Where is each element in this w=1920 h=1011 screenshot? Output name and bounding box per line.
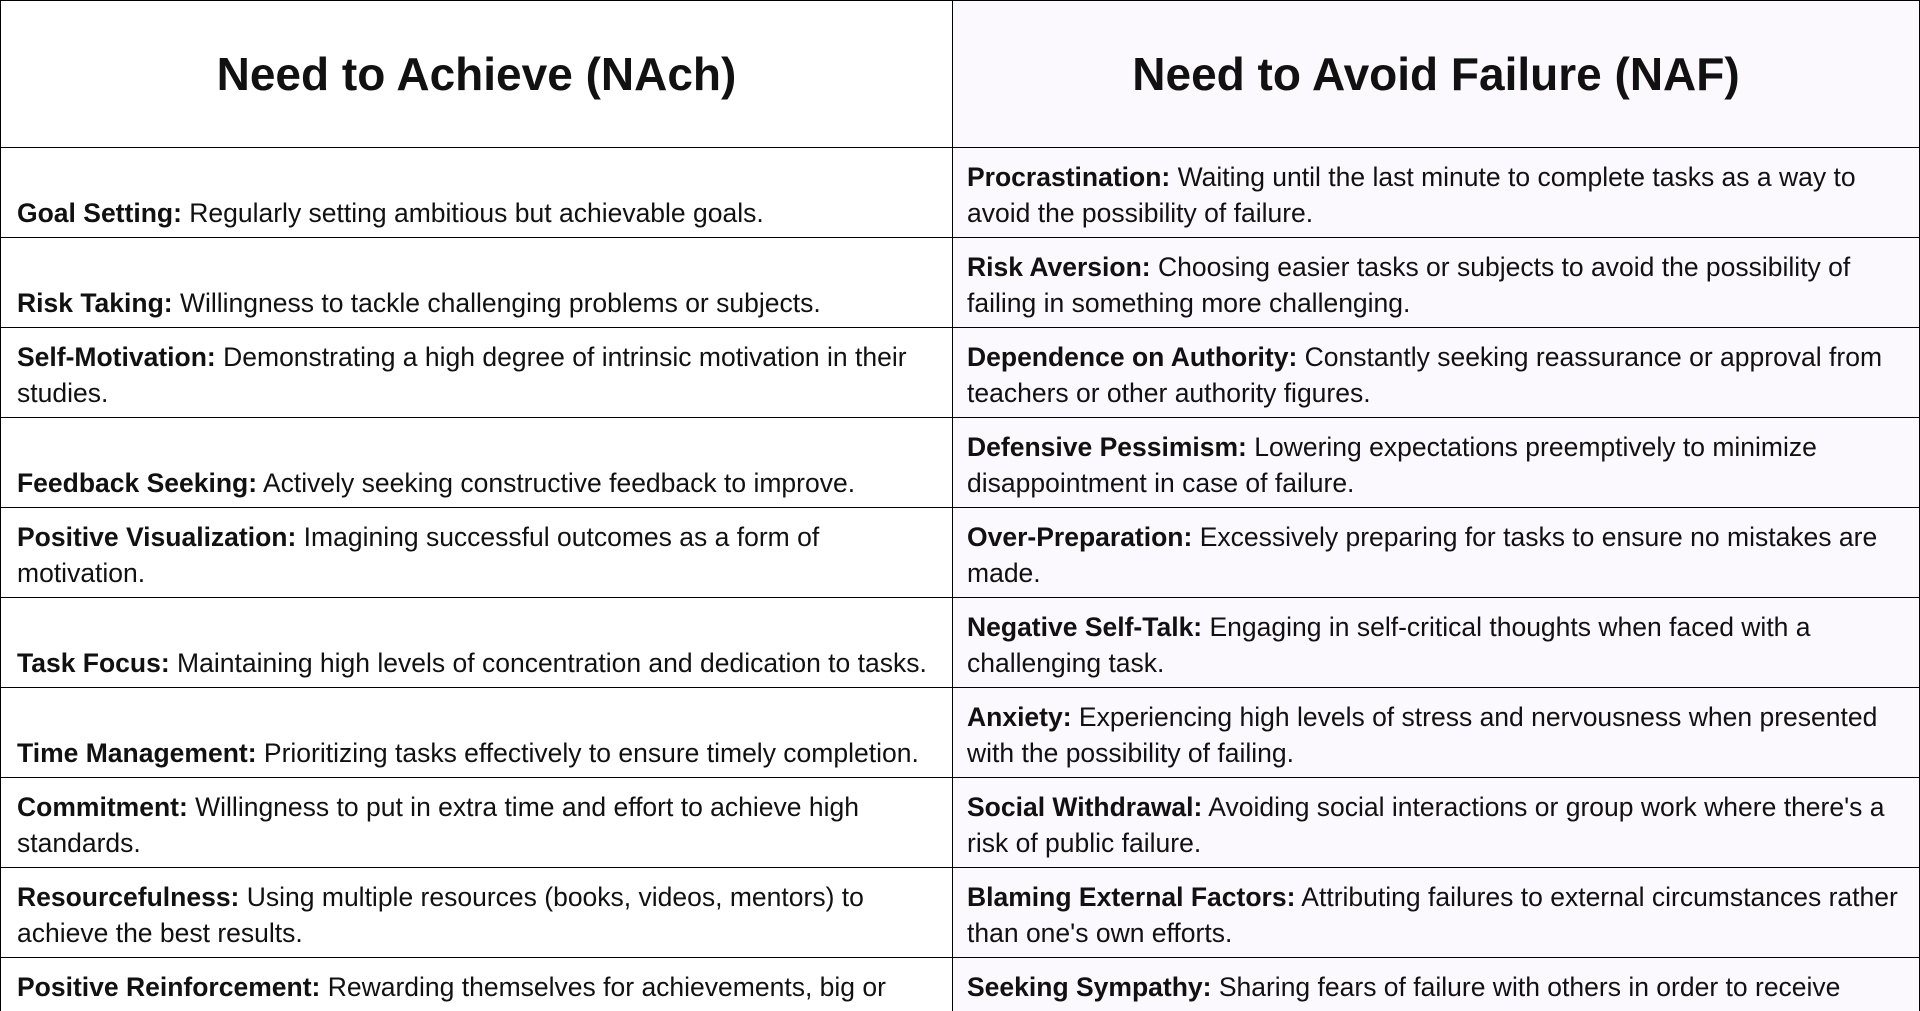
naf-cell: Social Withdrawal: Avoiding social inter… bbox=[952, 777, 1920, 868]
table-row: Positive Reinforcement: Rewarding themse… bbox=[0, 957, 1920, 1011]
trait-description: Attributing failures to external circums… bbox=[967, 882, 1898, 948]
trait-term: Commitment: bbox=[17, 792, 188, 822]
trait-description: Imagining successful outcomes as a form … bbox=[17, 522, 820, 588]
nach-cell: Positive Visualization: Imagining succes… bbox=[0, 507, 953, 598]
nach-cell: Risk Taking: Willingness to tackle chall… bbox=[0, 237, 953, 328]
nach-cell: Time Management: Prioritizing tasks effe… bbox=[0, 687, 953, 778]
table-row: Time Management: Prioritizing tasks effe… bbox=[0, 687, 1920, 778]
table-row: Resourcefulness: Using multiple resource… bbox=[0, 867, 1920, 958]
naf-cell: Defensive Pessimism: Lowering expectatio… bbox=[952, 417, 1920, 508]
naf-cell: Blaming External Factors: Attributing fa… bbox=[952, 867, 1920, 958]
trait-term: Task Focus: bbox=[17, 648, 170, 678]
table-row: Risk Taking: Willingness to tackle chall… bbox=[0, 237, 1920, 328]
table-row: Positive Visualization: Imagining succes… bbox=[0, 507, 1920, 598]
trait-description: Willingness to put in extra time and eff… bbox=[17, 792, 859, 858]
header-need-to-achieve: Need to Achieve (NAch) bbox=[0, 0, 953, 148]
naf-cell: Anxiety: Experiencing high levels of str… bbox=[952, 687, 1920, 778]
trait-term: Social Withdrawal: bbox=[967, 792, 1203, 822]
nach-cell: Feedback Seeking: Actively seeking const… bbox=[0, 417, 953, 508]
trait-description: Experiencing high levels of stress and n… bbox=[967, 702, 1878, 768]
trait-term: Resourcefulness: bbox=[17, 882, 240, 912]
trait-term: Goal Setting: bbox=[17, 198, 182, 228]
nach-cell: Commitment: Willingness to put in extra … bbox=[0, 777, 953, 868]
nach-cell: Goal Setting: Regularly setting ambitiou… bbox=[0, 147, 953, 238]
nach-cell: Self-Motivation: Demonstrating a high de… bbox=[0, 327, 953, 418]
trait-term: Negative Self-Talk: bbox=[967, 612, 1203, 642]
trait-description: Sharing fears of failure with others in … bbox=[967, 972, 1841, 1011]
table-row: Feedback Seeking: Actively seeking const… bbox=[0, 417, 1920, 508]
trait-description: Lowering expectations preemptively to mi… bbox=[967, 432, 1817, 498]
trait-description: Maintaining high levels of concentration… bbox=[169, 648, 927, 678]
trait-description: Willingness to tackle challenging proble… bbox=[172, 288, 821, 318]
trait-description: Demonstrating a high degree of intrinsic… bbox=[17, 342, 907, 408]
trait-description: Using multiple resources (books, videos,… bbox=[17, 882, 864, 948]
trait-term: Feedback Seeking: bbox=[17, 468, 258, 498]
table-row: Self-Motivation: Demonstrating a high de… bbox=[0, 327, 1920, 418]
trait-term: Dependence on Authority: bbox=[967, 342, 1298, 372]
trait-term: Positive Reinforcement: bbox=[17, 972, 321, 1002]
nach-cell: Positive Reinforcement: Rewarding themse… bbox=[0, 957, 953, 1011]
naf-cell: Negative Self-Talk: Engaging in self-cri… bbox=[952, 597, 1920, 688]
naf-cell: Over-Preparation: Excessively preparing … bbox=[952, 507, 1920, 598]
trait-term: Self-Motivation: bbox=[17, 342, 216, 372]
trait-description: Choosing easier tasks or subjects to avo… bbox=[967, 252, 1851, 318]
trait-term: Risk Taking: bbox=[17, 288, 173, 318]
table-row: Task Focus: Maintaining high levels of c… bbox=[0, 597, 1920, 688]
header-row: Need to Achieve (NAch) Need to Avoid Fai… bbox=[0, 0, 1920, 148]
nach-cell: Task Focus: Maintaining high levels of c… bbox=[0, 597, 953, 688]
trait-description: Constantly seeking reassurance or approv… bbox=[967, 342, 1883, 408]
trait-term: Seeking Sympathy: bbox=[967, 972, 1212, 1002]
trait-description: Actively seeking constructive feedback t… bbox=[257, 468, 856, 498]
trait-description: Prioritizing tasks effectively to ensure… bbox=[256, 738, 919, 768]
trait-term: Procrastination: bbox=[967, 162, 1171, 192]
trait-description: Avoiding social interactions or group wo… bbox=[967, 792, 1885, 858]
naf-cell: Procrastination: Waiting until the last … bbox=[952, 147, 1920, 238]
trait-term: Over-Preparation: bbox=[967, 522, 1193, 552]
naf-cell: Seeking Sympathy: Sharing fears of failu… bbox=[952, 957, 1920, 1011]
naf-cell: Risk Aversion: Choosing easier tasks or … bbox=[952, 237, 1920, 328]
trait-term: Anxiety: bbox=[967, 702, 1072, 732]
nach-cell: Resourcefulness: Using multiple resource… bbox=[0, 867, 953, 958]
trait-description: Engaging in self-critical thoughts when … bbox=[967, 612, 1811, 678]
trait-term: Blaming External Factors: bbox=[967, 882, 1296, 912]
trait-term: Risk Aversion: bbox=[967, 252, 1151, 282]
trait-term: Time Management: bbox=[17, 738, 257, 768]
table-row: Commitment: Willingness to put in extra … bbox=[0, 777, 1920, 868]
trait-term: Positive Visualization: bbox=[17, 522, 297, 552]
trait-description: Excessively preparing for tasks to ensur… bbox=[967, 522, 1878, 588]
header-need-to-avoid-failure: Need to Avoid Failure (NAF) bbox=[952, 0, 1920, 148]
trait-description: Rewarding themselves for achievements, b… bbox=[17, 972, 886, 1011]
trait-description: Waiting until the last minute to complet… bbox=[967, 162, 1856, 228]
trait-term: Defensive Pessimism: bbox=[967, 432, 1247, 462]
trait-description: Regularly setting ambitious but achievab… bbox=[181, 198, 764, 228]
table-row: Goal Setting: Regularly setting ambitiou… bbox=[0, 147, 1920, 238]
naf-cell: Dependence on Authority: Constantly seek… bbox=[952, 327, 1920, 418]
